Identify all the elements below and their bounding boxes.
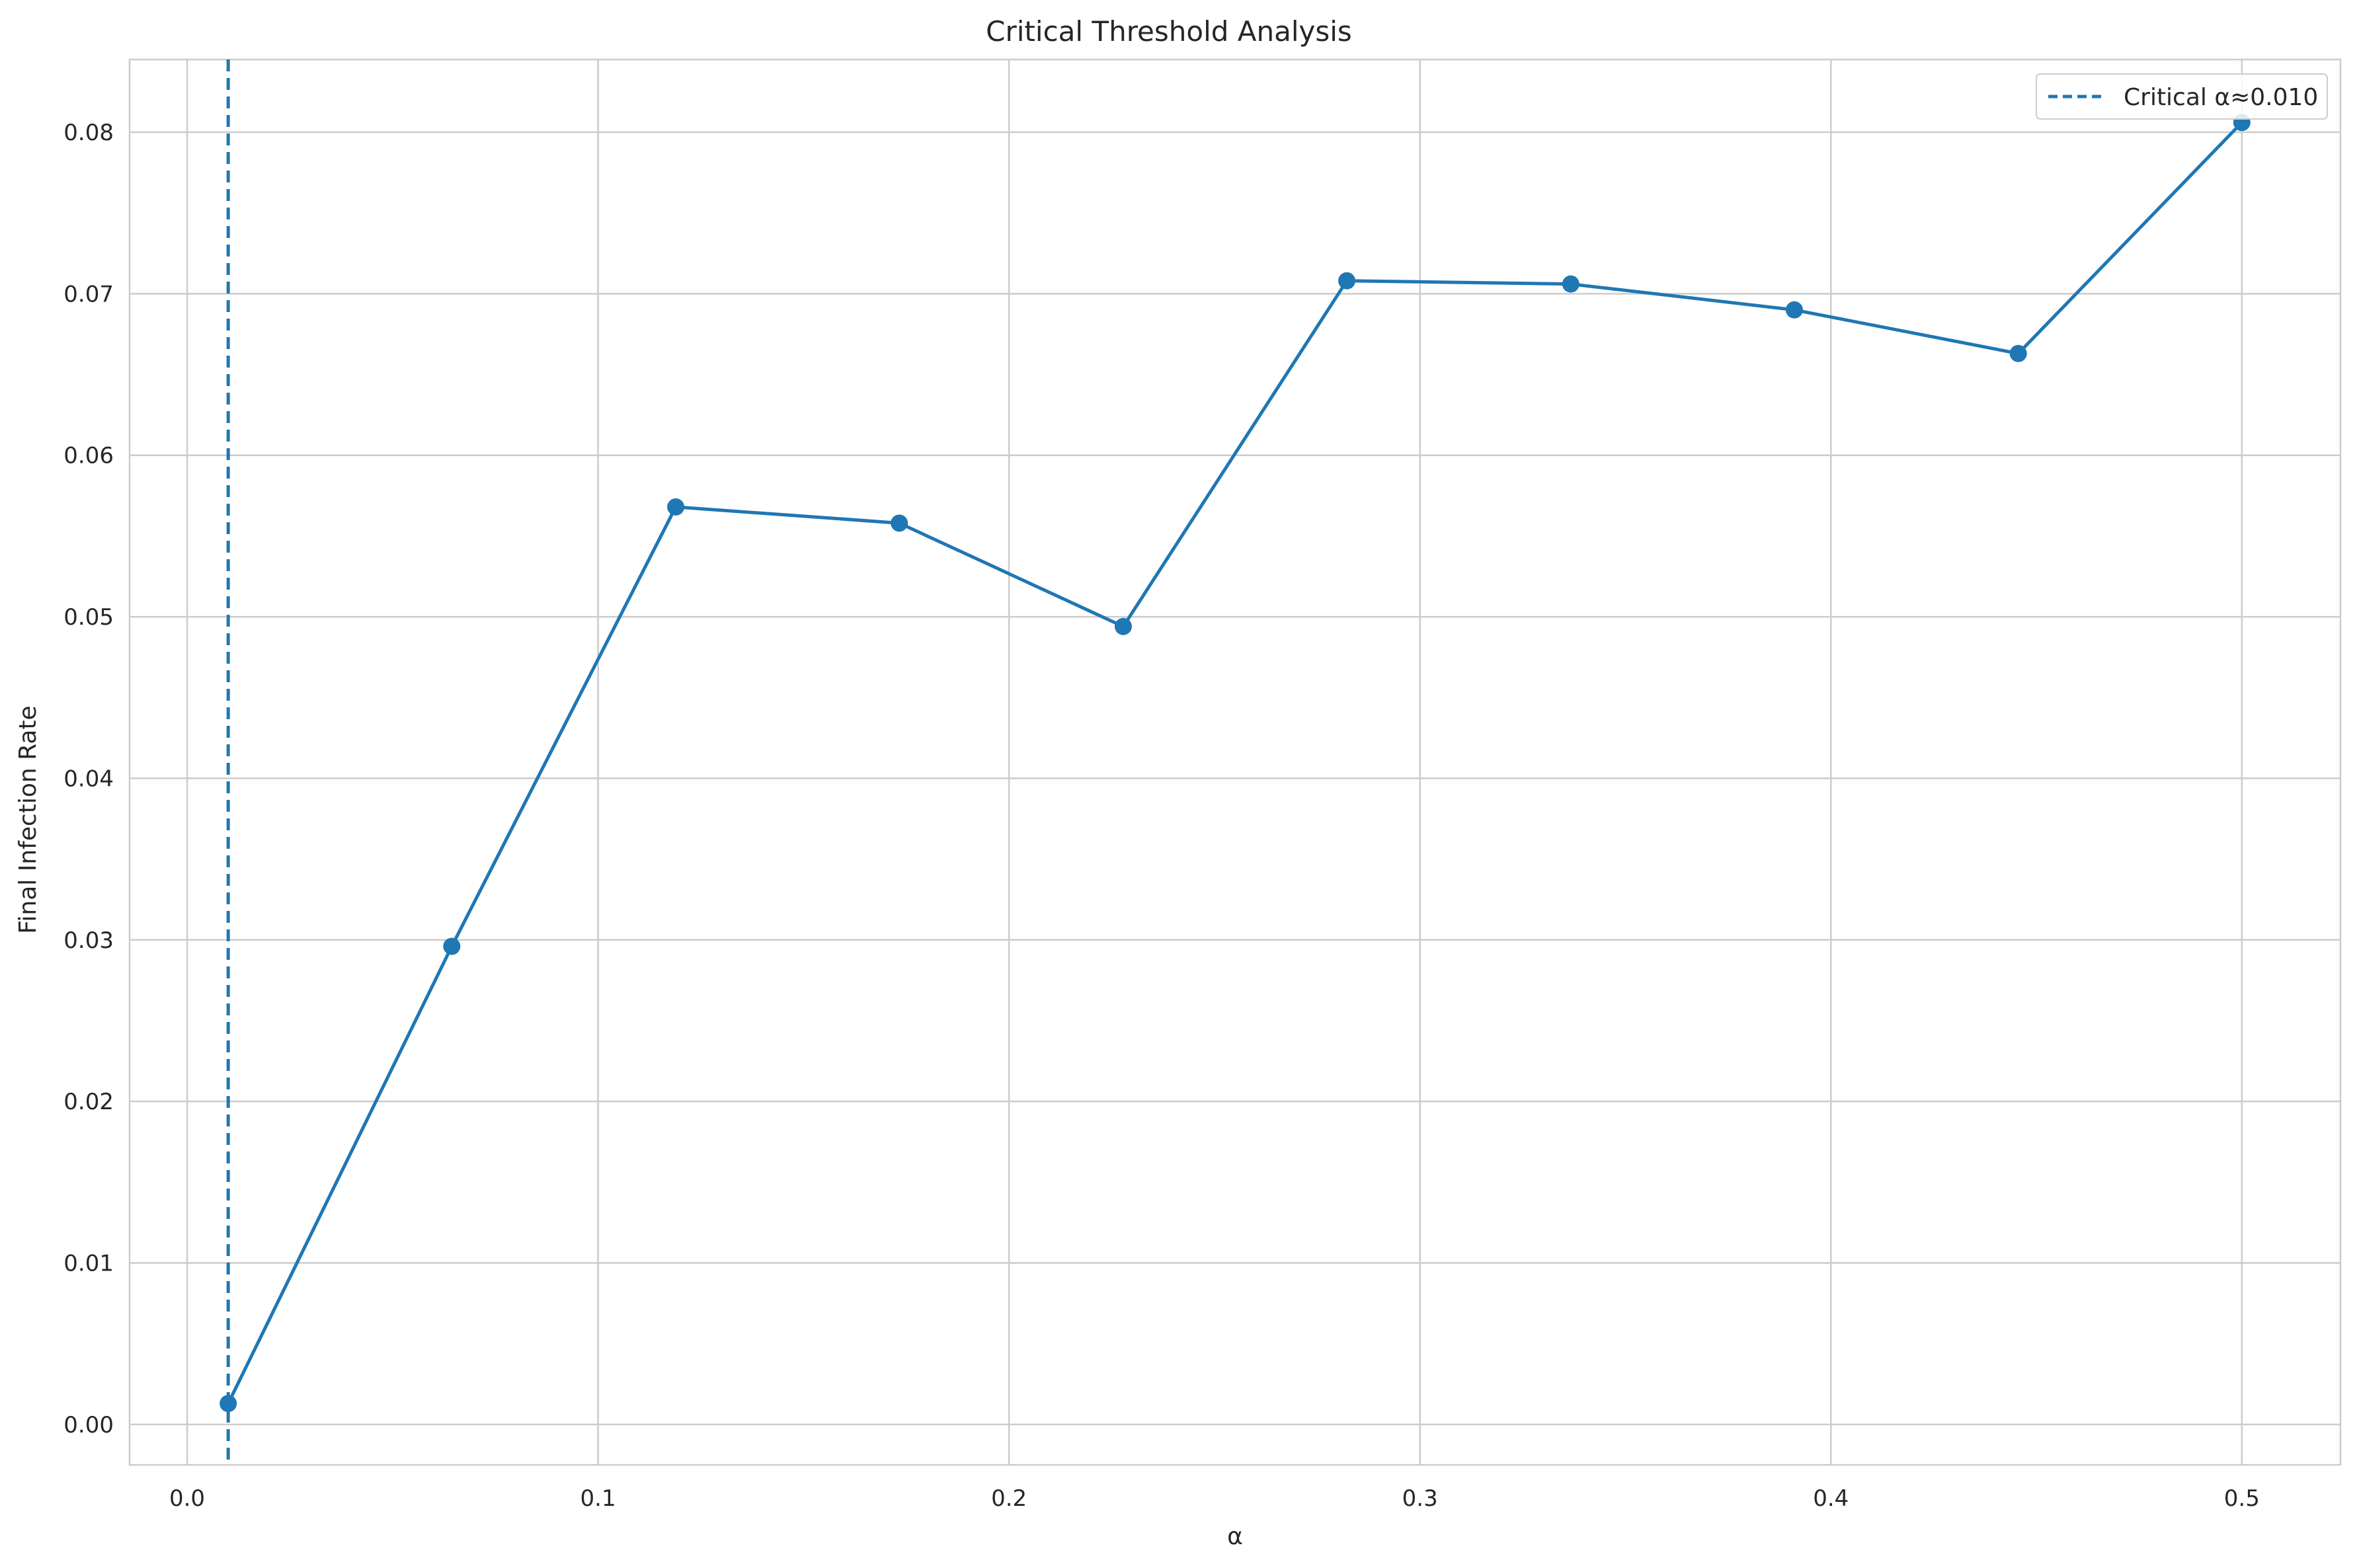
data-point <box>891 514 908 532</box>
legend-box <box>2036 73 2328 120</box>
data-point <box>1114 617 1132 635</box>
x-tick-label: 0.4 <box>1813 1485 1849 1512</box>
data-point <box>1338 272 1356 290</box>
plot-frame <box>128 58 2342 1466</box>
data-point <box>2009 344 2027 362</box>
x-tick-label: 0.3 <box>1402 1485 1438 1512</box>
x-tick-label: 0.0 <box>169 1485 205 1512</box>
y-tick-label: 0.00 <box>63 1412 114 1438</box>
data-point <box>1785 301 1803 319</box>
data-point <box>667 498 685 516</box>
y-tick-label: 0.02 <box>63 1089 114 1115</box>
legend-entry-critical: Critical α≈0.010 <box>2124 84 2318 111</box>
y-tick-label: 0.08 <box>63 120 114 146</box>
legend: Critical α≈0.010 <box>2036 73 2328 120</box>
data-point <box>443 937 461 955</box>
y-tick-label: 0.07 <box>63 281 114 307</box>
y-axis-ticks: 0.00 0.01 0.02 0.03 0.04 0.05 0.06 0.07 0.08 <box>63 120 114 1438</box>
y-tick-label: 0.05 <box>63 604 114 631</box>
x-tick-label: 0.5 <box>2224 1485 2260 1512</box>
chart-title: Critical Threshold Analysis <box>986 15 1352 48</box>
x-axis-label: α <box>1227 1523 1243 1550</box>
y-tick-label: 0.06 <box>63 443 114 469</box>
y-tick-label: 0.04 <box>63 765 114 792</box>
y-tick-label: 0.03 <box>63 927 114 954</box>
series-line <box>226 121 2243 1405</box>
y-tick-label: 0.01 <box>63 1251 114 1277</box>
series <box>220 114 2251 1413</box>
y-axis-label: Final Infection Rate <box>15 705 42 933</box>
x-tick-label: 0.1 <box>580 1485 616 1512</box>
x-axis-ticks: 0.0 0.1 0.2 0.3 0.4 0.5 <box>169 1485 2260 1512</box>
x-tick-label: 0.2 <box>991 1485 1027 1512</box>
data-point <box>220 1395 237 1413</box>
data-point <box>1562 275 1579 293</box>
